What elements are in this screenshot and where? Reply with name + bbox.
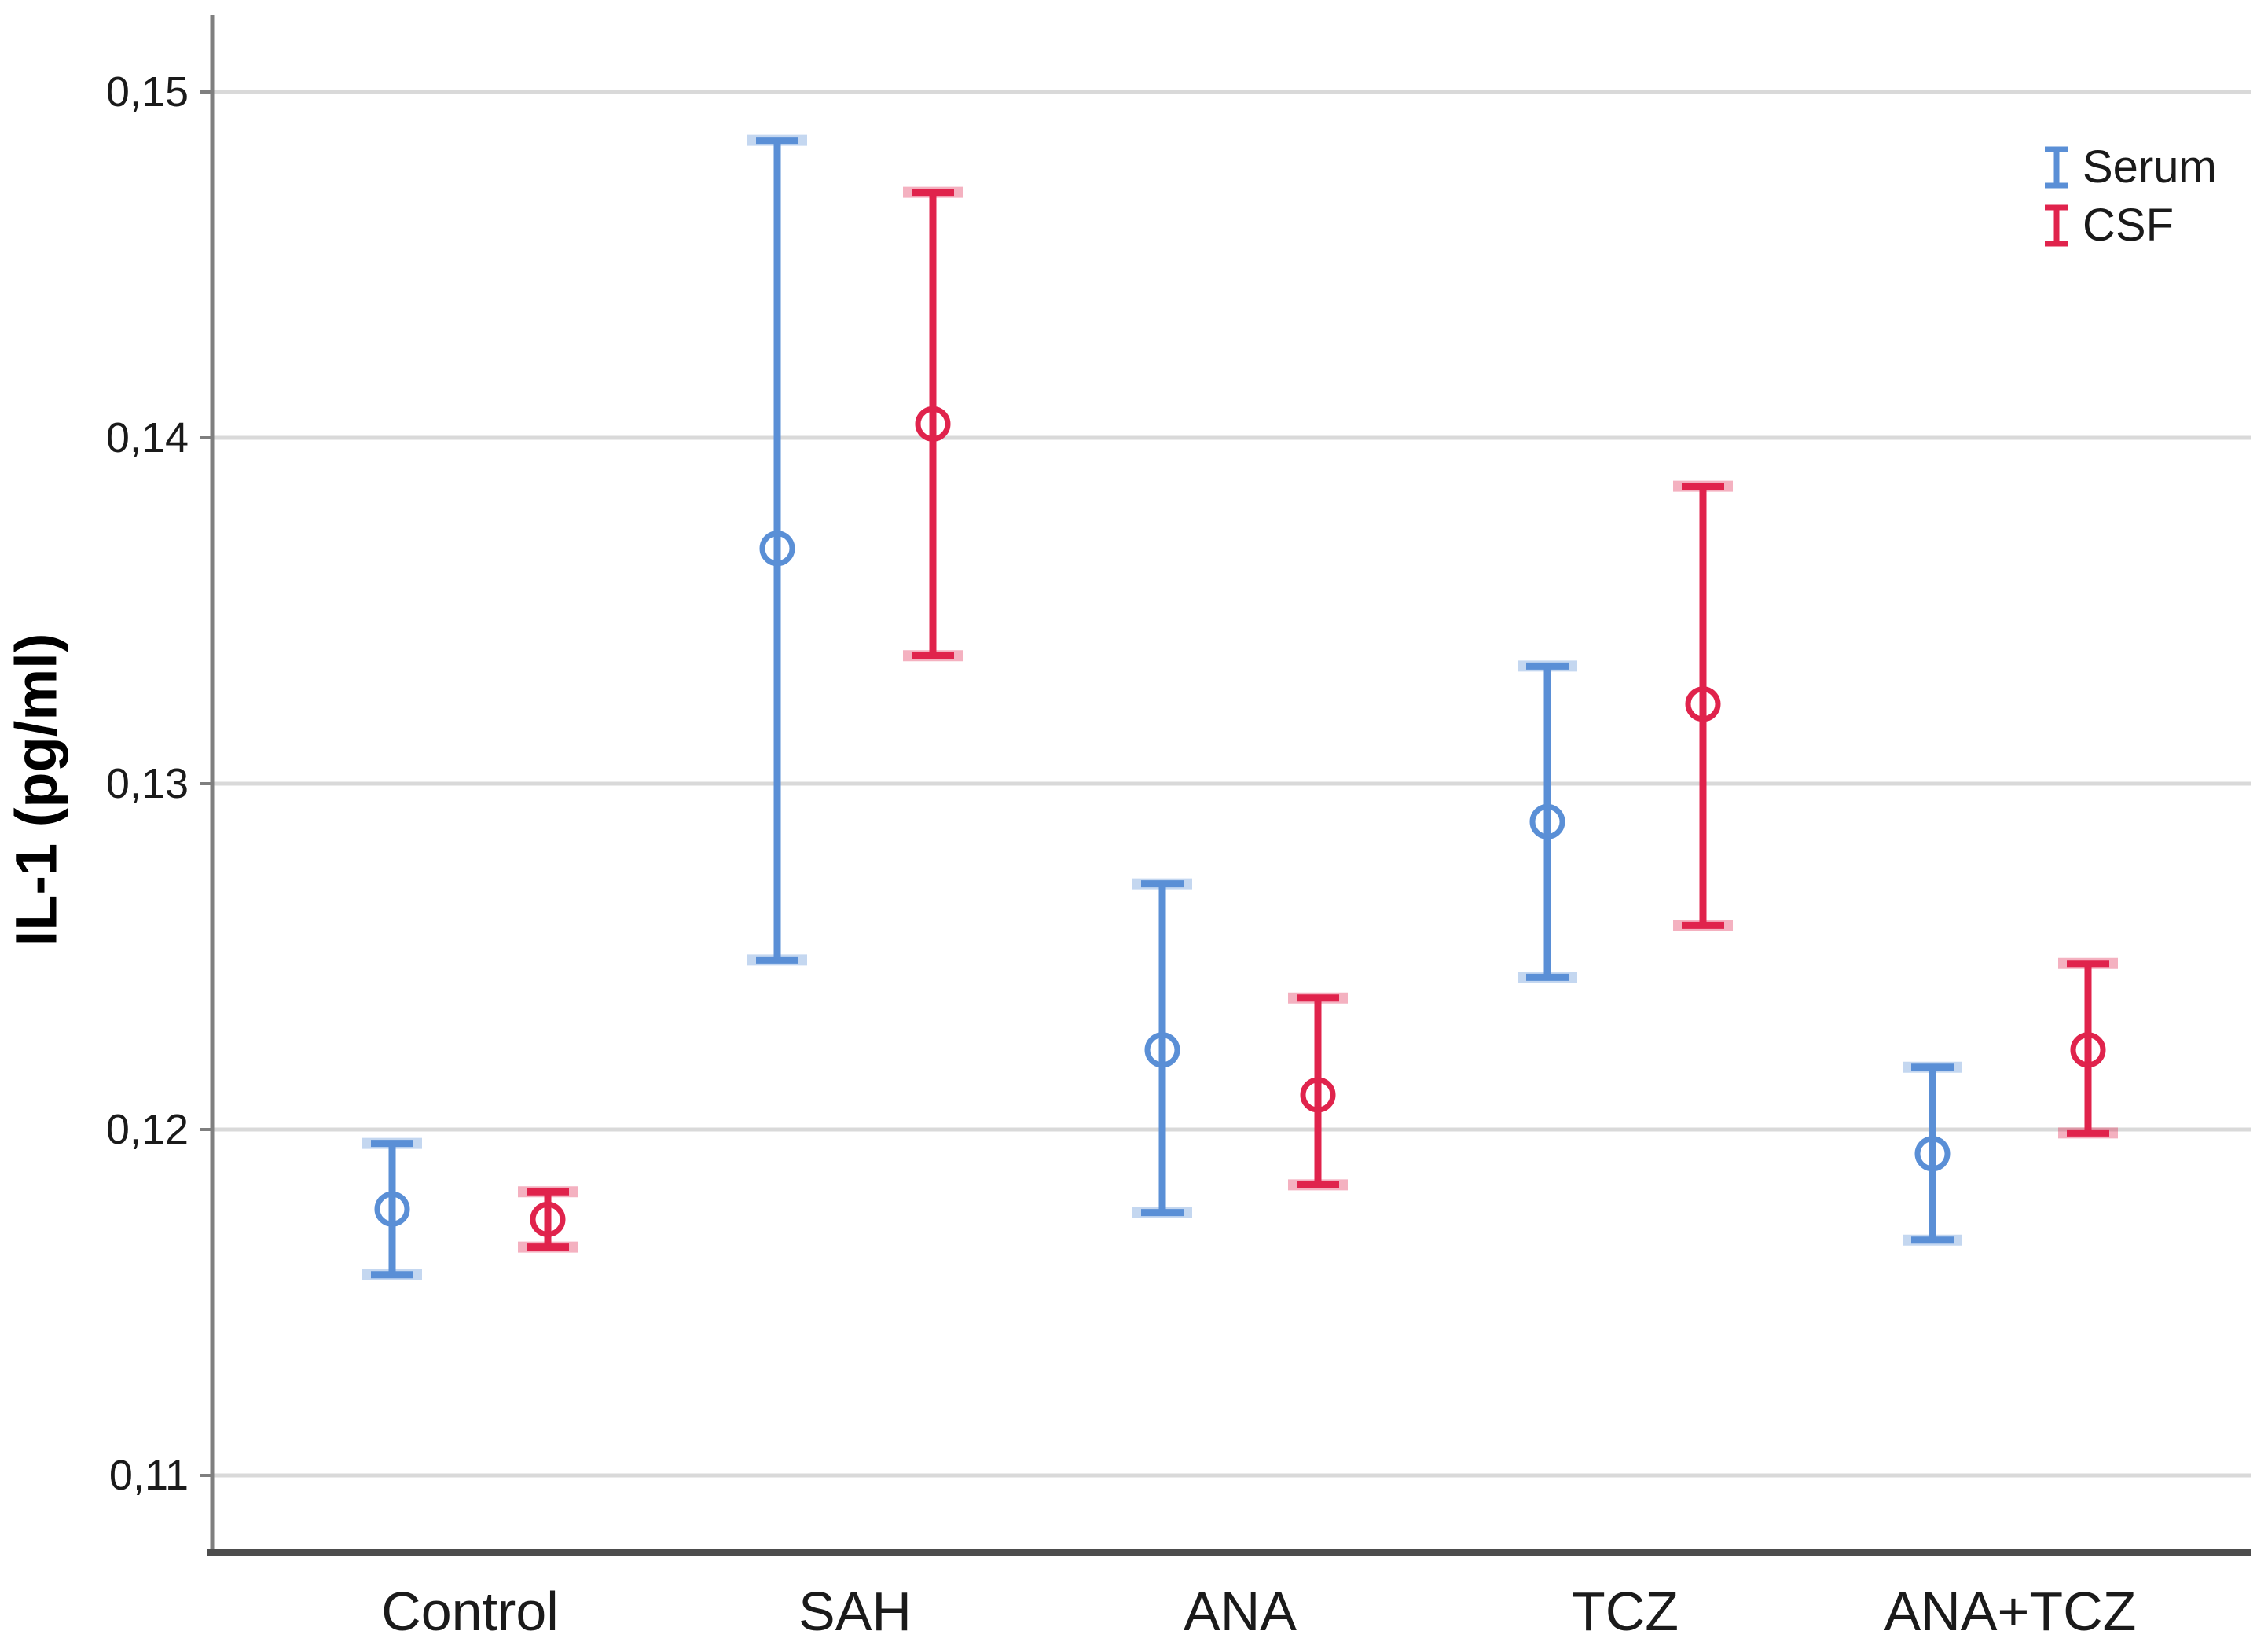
errorbar-Serum-ANA+TCZ — [1903, 1061, 1962, 1246]
errorbar-glyph — [2045, 146, 2068, 189]
errorbar-Serum-TCZ — [1518, 660, 1577, 983]
x-axis-label: TCZ — [1572, 1581, 1679, 1642]
y-tick-label: 0,13 — [106, 760, 189, 807]
serum-errorbar-icon — [2042, 145, 2072, 190]
csf-errorbar-icon — [2042, 203, 2072, 248]
x-axis-label: SAH — [798, 1581, 912, 1642]
x-axis-label: Control — [381, 1581, 559, 1642]
errorbar-CSF-SAH — [903, 186, 963, 662]
errorbar-CSF-Control — [518, 1186, 578, 1253]
mean-marker — [1529, 803, 1565, 839]
mean-marker — [530, 1201, 566, 1237]
legend-item-serum: Serum — [2042, 145, 2217, 190]
mean-marker — [1685, 686, 1721, 722]
errorbar-CSF-ANA+TCZ — [2058, 957, 2118, 1139]
y-tick-label: 0,15 — [106, 68, 189, 116]
errorbar-CSF-TCZ — [1673, 480, 1733, 931]
x-axis-label: ANA — [1184, 1581, 1297, 1642]
mean-marker — [915, 406, 951, 442]
legend-item-csf: CSF — [2042, 203, 2217, 248]
mean-marker — [2070, 1032, 2106, 1068]
errorbar-glyph — [2045, 204, 2068, 247]
y-tick-label: 0,14 — [106, 414, 189, 461]
errorbar-CSF-ANA — [1288, 992, 1348, 1191]
errorbar-Serum-Control — [362, 1137, 422, 1280]
y-tick-label: 0,12 — [106, 1106, 189, 1153]
mean-marker — [1144, 1032, 1180, 1068]
legend: Serum CSF — [2042, 145, 2217, 248]
mean-marker — [759, 531, 795, 567]
mean-marker — [1300, 1077, 1336, 1113]
y-tick-label: 0,11 — [109, 1452, 189, 1499]
mean-marker — [1914, 1136, 1951, 1172]
legend-label-csf: CSF — [2083, 200, 2174, 251]
errorbar-Serum-ANA — [1132, 878, 1192, 1218]
x-axis-label: ANA+TCZ — [1884, 1581, 2137, 1642]
mean-marker — [374, 1191, 410, 1227]
errorbar-Serum-SAH — [747, 134, 807, 966]
legend-label-serum: Serum — [2083, 141, 2217, 193]
y-axis-title: IL-1 (pg/ml) — [3, 633, 69, 947]
